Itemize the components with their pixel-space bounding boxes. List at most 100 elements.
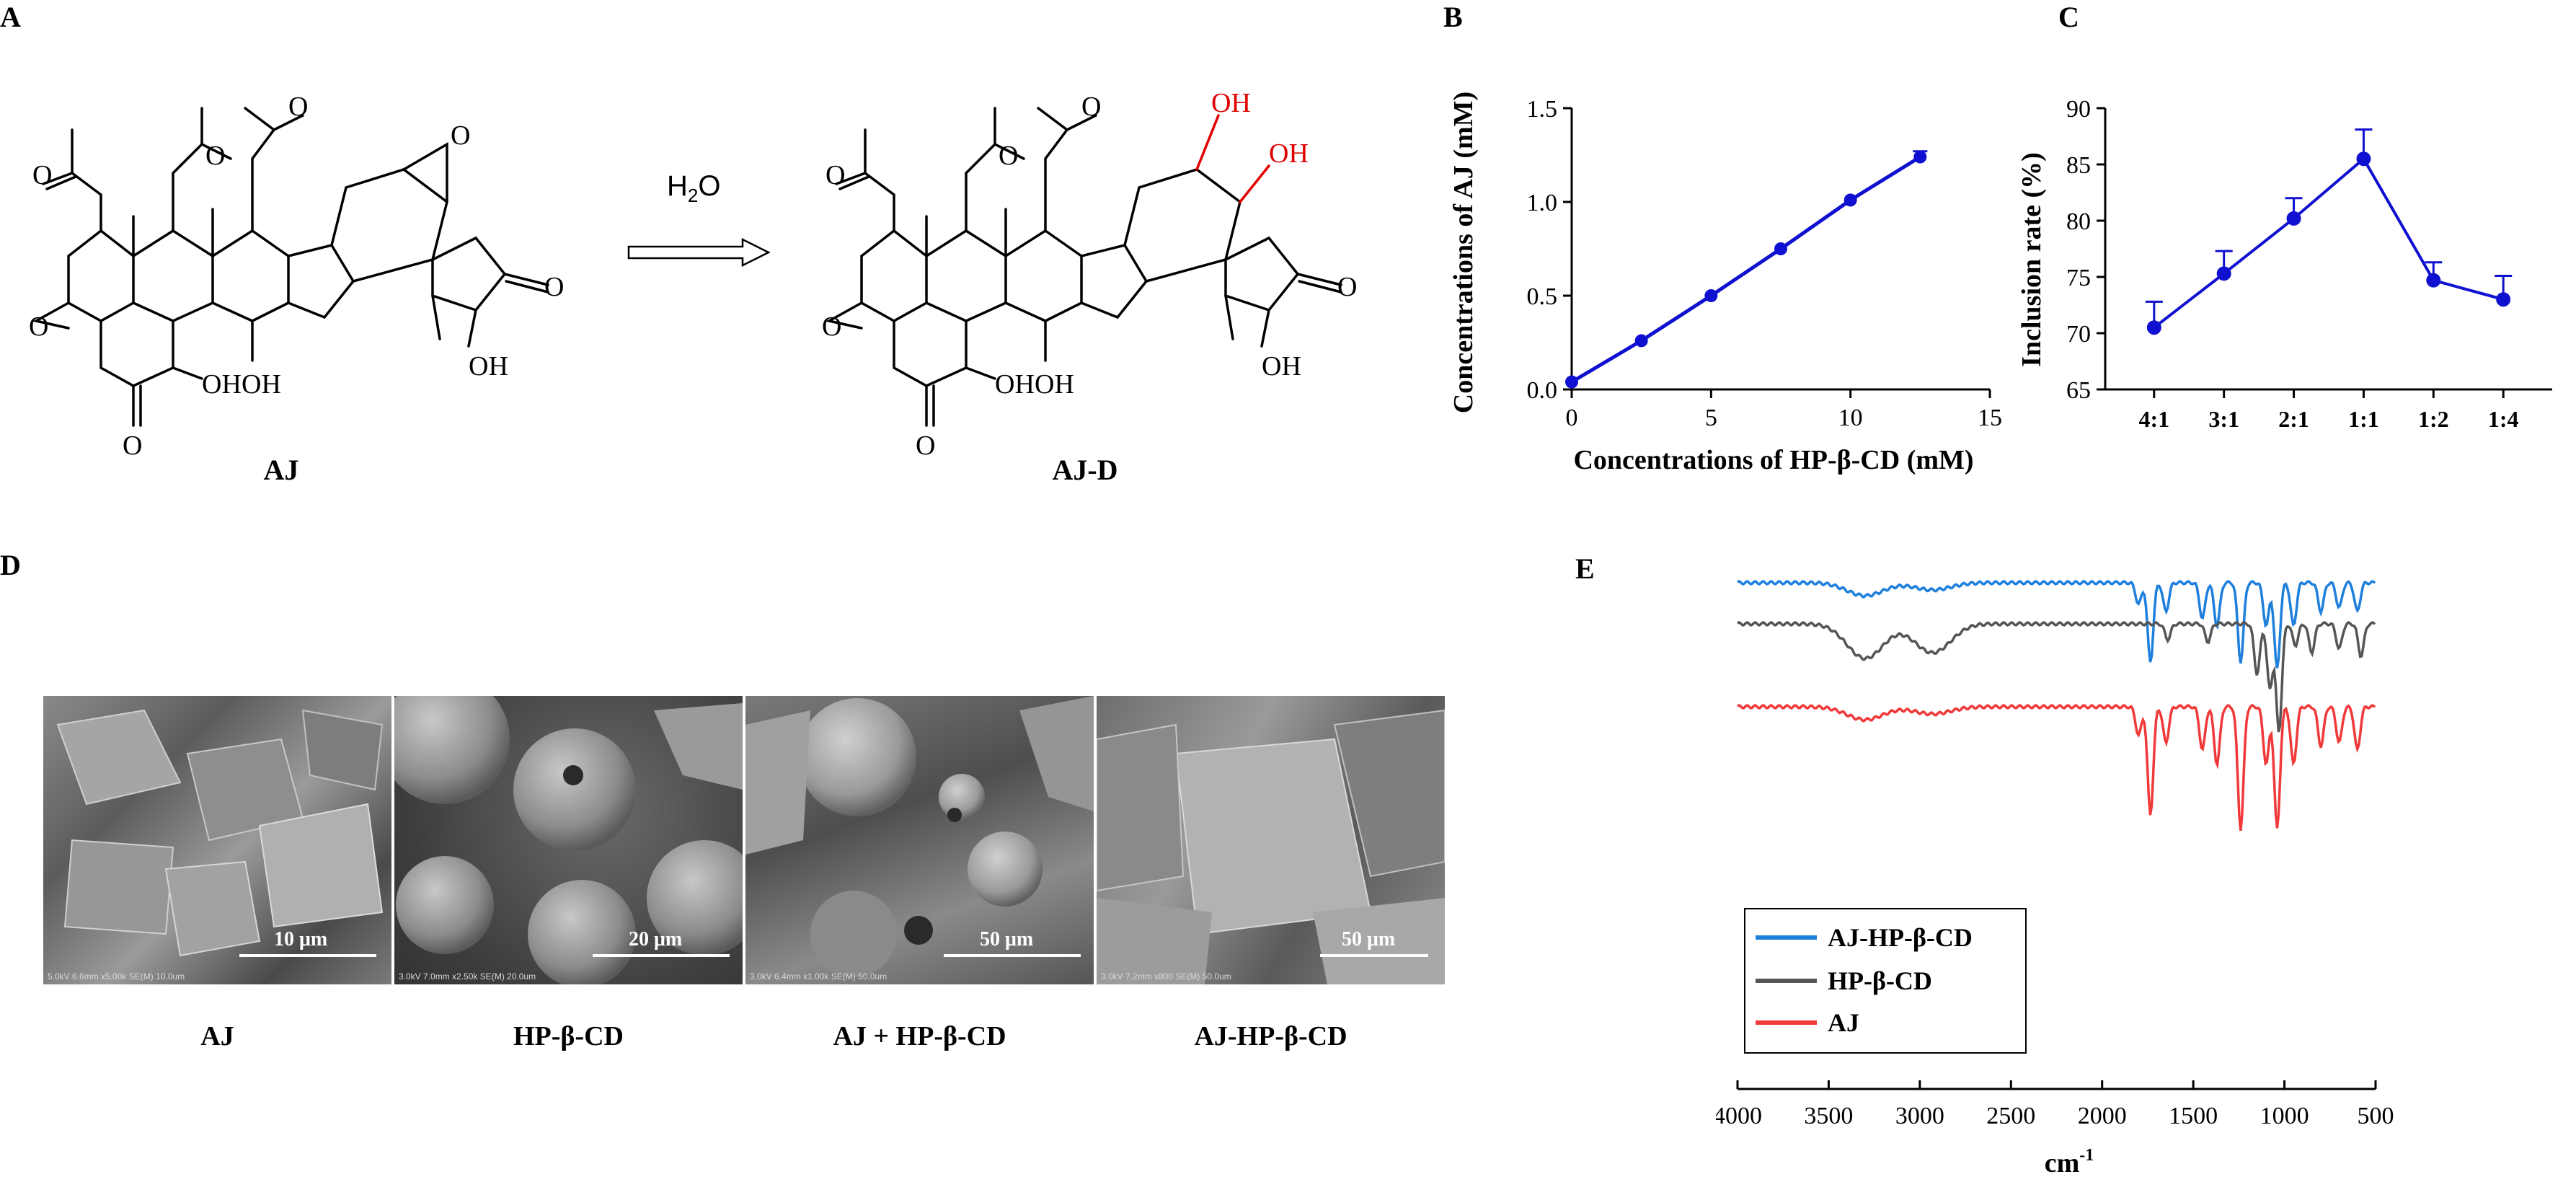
molecule-ajd-caption: AJ-D xyxy=(1052,454,1118,486)
sem-caption-aj: AJ xyxy=(200,1021,234,1051)
atom-label: O xyxy=(822,312,841,342)
panel-label-e: E xyxy=(1575,552,1595,585)
spectrum-line xyxy=(1737,703,2376,832)
scale-bar xyxy=(593,954,730,957)
atom-label-new-hydroxyl: OH xyxy=(1269,138,1309,169)
molecule-aj-caption: AJ xyxy=(263,454,299,486)
sem-caption-aj-hp-b-cd: AJ-HP-β-CD xyxy=(1194,1021,1347,1051)
atom-label: O xyxy=(826,160,845,190)
data-point xyxy=(2146,320,2161,335)
atom-label: OH xyxy=(469,351,508,381)
scale-bar-label: 10 μm xyxy=(274,928,328,951)
data-point xyxy=(1565,375,1578,389)
atom-label: O xyxy=(29,312,48,342)
data-point xyxy=(1774,242,1787,255)
sem-image-aj-hp-b-cd: 50 μm 3.0kV 7.2mm x800 SE(M) 50.0um xyxy=(1097,696,1445,984)
x-tick-label: 1000 xyxy=(2260,1103,2309,1129)
y-tick-label: 75 xyxy=(2066,265,2091,291)
atom-label: O xyxy=(1337,272,1357,302)
x-tick-label: 2:1 xyxy=(2278,406,2309,432)
scale-bar xyxy=(944,954,1081,957)
scale-bar xyxy=(1320,954,1428,957)
x-tick-label: 2000 xyxy=(2078,1103,2127,1129)
x-tick-label: 15 xyxy=(1978,405,2002,431)
x-tick-label: 2500 xyxy=(1986,1103,2035,1129)
data-point xyxy=(2356,151,2371,167)
atom-label: O xyxy=(544,272,564,302)
atom-label: O xyxy=(451,120,470,151)
reaction-condition: H2O xyxy=(667,170,721,206)
x-tick-label: 4000 xyxy=(1716,1103,1762,1129)
legend-label: AJ-HP-β-CD xyxy=(1828,923,1973,952)
data-point xyxy=(1844,193,1857,207)
y-tick-label: 65 xyxy=(2066,377,2091,404)
atom-label: O xyxy=(1081,92,1101,122)
atom-label: O xyxy=(999,141,1018,171)
sem-image-aj: 10 μm 5.0kV 6.6mm x5.00k SE(M) 10.0um xyxy=(43,696,391,984)
series-line xyxy=(2153,156,2504,329)
spectrum-line xyxy=(1737,579,2376,669)
chart-c-inclusion-rate: Inclusion rate (%) 65 70 75 80 85 90 4:1 3:1 2:1… xyxy=(2019,96,2552,432)
atom-label: OH xyxy=(1035,369,1074,400)
atom-label: O xyxy=(32,160,52,190)
y-tick-label: 85 xyxy=(2066,152,2091,179)
x-tick-label: 5 xyxy=(1705,405,1717,431)
data-point xyxy=(1704,289,1718,302)
panel-label-d: D xyxy=(0,549,21,581)
x-tick-label: 500 xyxy=(2358,1103,2394,1129)
atom-label: O xyxy=(205,141,225,171)
chart-b-inclusion-concentration: Concentrations of AJ (mM) Concentrations… xyxy=(1448,92,2002,475)
panel-label-b: B xyxy=(1443,1,1463,33)
y-tick-label: 1.5 xyxy=(1527,96,1558,123)
spectrum-line xyxy=(1737,620,2376,733)
sem-caption-hp-b-cd: HP-β-CD xyxy=(513,1021,624,1051)
atom-label-new-hydroxyl: OH xyxy=(1211,88,1251,118)
series-line xyxy=(1570,155,1921,384)
sem-metadata: 3.0kV 6.4mm x1.00k SE(M) 50.0um xyxy=(750,971,888,982)
data-point xyxy=(2426,273,2441,288)
sem-metadata: 5.0kV 6.6mm x5.00k SE(M) 10.0um xyxy=(48,971,185,982)
x-tick-label: 0 xyxy=(1566,405,1578,431)
data-point xyxy=(1634,334,1648,348)
panel-label-a: A xyxy=(0,1,21,33)
x-tick-label: 10 xyxy=(1838,405,1863,431)
x-tick-label: 3:1 xyxy=(2208,406,2239,432)
sem-metadata: 3.0kV 7.0mm x2.50k SE(M) 20.0um xyxy=(399,971,536,982)
x-tick-label: 1:1 xyxy=(2348,406,2379,432)
scale-bar xyxy=(239,954,376,957)
data-point xyxy=(2496,292,2511,307)
y-tick-label: 0.5 xyxy=(1527,283,1558,310)
legend-label: HP-β-CD xyxy=(1828,966,1932,995)
y-tick-label: 70 xyxy=(2066,321,2091,348)
panel-label-c: C xyxy=(2058,1,2079,33)
atom-label: OH xyxy=(1262,351,1301,381)
sem-metadata: 3.0kV 7.2mm x800 SE(M) 50.0um xyxy=(1101,971,1231,982)
y-tick-label: 1.0 xyxy=(1527,190,1558,216)
y-tick-label: 80 xyxy=(2066,208,2091,235)
atom-label: O xyxy=(288,92,308,122)
atom-label: OH xyxy=(202,369,242,400)
molecule-aj-structure: O O O O O O O OH OH OH xyxy=(29,92,564,461)
sem-image-aj-plus-hp-b-cd: 50 μm 3.0kV 6.4mm x1.00k SE(M) 50.0um xyxy=(745,696,1094,984)
sem-caption-aj-plus-hp-b-cd: AJ + HP-β-CD xyxy=(833,1021,1006,1051)
reaction-arrow-icon xyxy=(627,237,771,268)
x-tick-label: 1:2 xyxy=(2418,406,2449,432)
chart-e-xlabel: cm-1 xyxy=(2045,1146,2094,1178)
scale-bar-label: 50 μm xyxy=(980,928,1034,951)
y-tick-label: 90 xyxy=(2066,96,2091,123)
atom-label: OH xyxy=(995,369,1035,400)
scale-bar-label: 50 μm xyxy=(1342,928,1396,951)
scale-bar-label: 20 μm xyxy=(629,928,683,951)
legend-label: AJ xyxy=(1828,1008,1859,1037)
atom-label: O xyxy=(916,431,935,461)
molecule-ajd-structure: O O O O O O OH OH OH OH OH xyxy=(822,88,1357,461)
x-tick-label: 1500 xyxy=(2169,1103,2218,1129)
atom-label: O xyxy=(123,431,142,461)
x-tick-label: 3000 xyxy=(1895,1103,1944,1129)
atom-label: OH xyxy=(242,369,281,400)
data-point xyxy=(1913,150,1927,164)
x-tick-label: 3500 xyxy=(1804,1103,1853,1129)
x-tick-label: 1:4 xyxy=(2488,406,2519,432)
chart-c-ylabel: Inclusion rate (%) xyxy=(2019,152,2047,367)
sem-image-hp-b-cd: 20 μm 3.0kV 7.0mm x2.50k SE(M) 20.0um xyxy=(394,696,743,984)
